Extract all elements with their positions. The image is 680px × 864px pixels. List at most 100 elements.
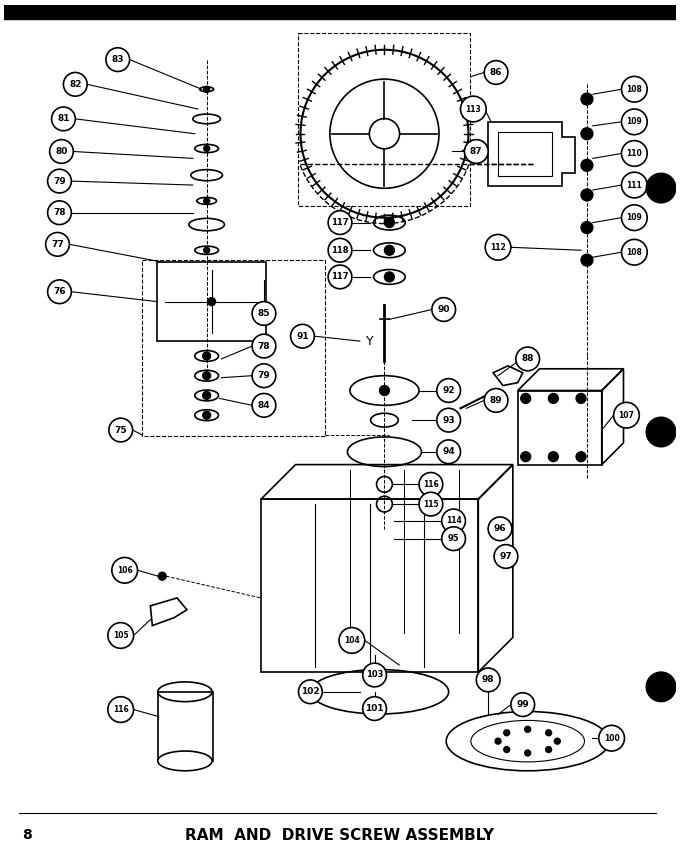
Text: 89: 89 — [490, 396, 503, 405]
Circle shape — [548, 452, 558, 461]
Text: 87: 87 — [470, 147, 483, 156]
Circle shape — [419, 473, 443, 496]
Text: 84: 84 — [258, 401, 270, 410]
Circle shape — [613, 403, 639, 428]
Circle shape — [484, 389, 508, 412]
Circle shape — [204, 247, 209, 253]
Circle shape — [328, 238, 352, 262]
Circle shape — [581, 128, 593, 140]
Circle shape — [622, 205, 647, 231]
Circle shape — [504, 730, 510, 736]
Text: 85: 85 — [258, 309, 270, 318]
Circle shape — [622, 141, 647, 166]
Circle shape — [299, 680, 322, 703]
Text: 114: 114 — [445, 517, 462, 525]
Bar — [517, 391, 602, 465]
Text: 80: 80 — [55, 147, 67, 156]
Bar — [142, 260, 325, 436]
Circle shape — [525, 750, 530, 756]
Text: 107: 107 — [619, 410, 634, 420]
Text: 94: 94 — [442, 448, 455, 456]
Text: 105: 105 — [113, 631, 129, 640]
Circle shape — [384, 218, 394, 227]
Circle shape — [48, 169, 71, 193]
Text: 108: 108 — [626, 85, 643, 94]
Circle shape — [46, 232, 69, 257]
Circle shape — [488, 517, 512, 541]
Circle shape — [362, 664, 386, 687]
Circle shape — [504, 746, 510, 753]
Text: 79: 79 — [258, 372, 271, 380]
Circle shape — [432, 298, 456, 321]
Circle shape — [622, 109, 647, 135]
Text: 76: 76 — [53, 287, 66, 296]
Bar — [298, 33, 471, 206]
Text: 109: 109 — [626, 118, 642, 126]
Circle shape — [646, 417, 676, 447]
Circle shape — [204, 198, 209, 204]
Circle shape — [554, 738, 560, 744]
Circle shape — [203, 391, 211, 399]
Text: 86: 86 — [490, 68, 503, 77]
Circle shape — [516, 347, 539, 371]
Circle shape — [48, 280, 71, 303]
Circle shape — [252, 302, 276, 326]
Circle shape — [545, 730, 551, 736]
Circle shape — [252, 393, 276, 417]
Text: 117: 117 — [331, 218, 349, 227]
Ellipse shape — [158, 751, 212, 771]
Text: 116: 116 — [423, 480, 439, 489]
Circle shape — [419, 492, 443, 516]
Bar — [498, 131, 552, 176]
Circle shape — [290, 324, 314, 348]
Text: 117: 117 — [331, 272, 349, 282]
Circle shape — [108, 623, 133, 648]
Text: RAM  AND  DRIVE SCREW ASSEMBLY: RAM AND DRIVE SCREW ASSEMBLY — [186, 828, 494, 842]
Text: 109: 109 — [626, 213, 642, 222]
Text: 101: 101 — [365, 704, 384, 713]
Text: 111: 111 — [626, 181, 642, 189]
Text: 95: 95 — [447, 534, 460, 543]
Text: 83: 83 — [112, 55, 124, 64]
Circle shape — [203, 352, 211, 360]
Text: 81: 81 — [57, 114, 69, 124]
Circle shape — [207, 298, 216, 306]
Text: 90: 90 — [437, 305, 450, 314]
Text: 93: 93 — [442, 416, 455, 424]
Circle shape — [442, 527, 465, 550]
Circle shape — [521, 393, 530, 403]
Text: 113: 113 — [466, 105, 481, 113]
Circle shape — [464, 140, 488, 163]
Circle shape — [204, 86, 209, 92]
Circle shape — [252, 364, 276, 388]
Circle shape — [581, 159, 593, 171]
Circle shape — [460, 96, 486, 122]
Circle shape — [576, 393, 586, 403]
Circle shape — [599, 726, 624, 751]
Text: 82: 82 — [69, 79, 82, 89]
Circle shape — [646, 173, 676, 203]
Circle shape — [494, 544, 517, 569]
Circle shape — [50, 140, 73, 163]
Circle shape — [581, 254, 593, 266]
Circle shape — [525, 727, 530, 733]
Circle shape — [48, 200, 71, 225]
Circle shape — [203, 411, 211, 419]
Circle shape — [328, 211, 352, 234]
Circle shape — [339, 627, 364, 653]
Text: 8: 8 — [22, 828, 32, 842]
Circle shape — [379, 385, 390, 396]
Circle shape — [108, 696, 133, 722]
Circle shape — [548, 393, 558, 403]
Text: 78: 78 — [53, 208, 66, 217]
Circle shape — [362, 696, 386, 721]
Text: 118: 118 — [331, 245, 349, 255]
Circle shape — [384, 245, 394, 255]
Circle shape — [495, 738, 501, 744]
Circle shape — [484, 60, 508, 85]
Circle shape — [511, 693, 534, 716]
Bar — [4, 5, 676, 19]
Text: 96: 96 — [494, 524, 507, 533]
Circle shape — [106, 48, 130, 72]
Text: 79: 79 — [53, 176, 66, 186]
